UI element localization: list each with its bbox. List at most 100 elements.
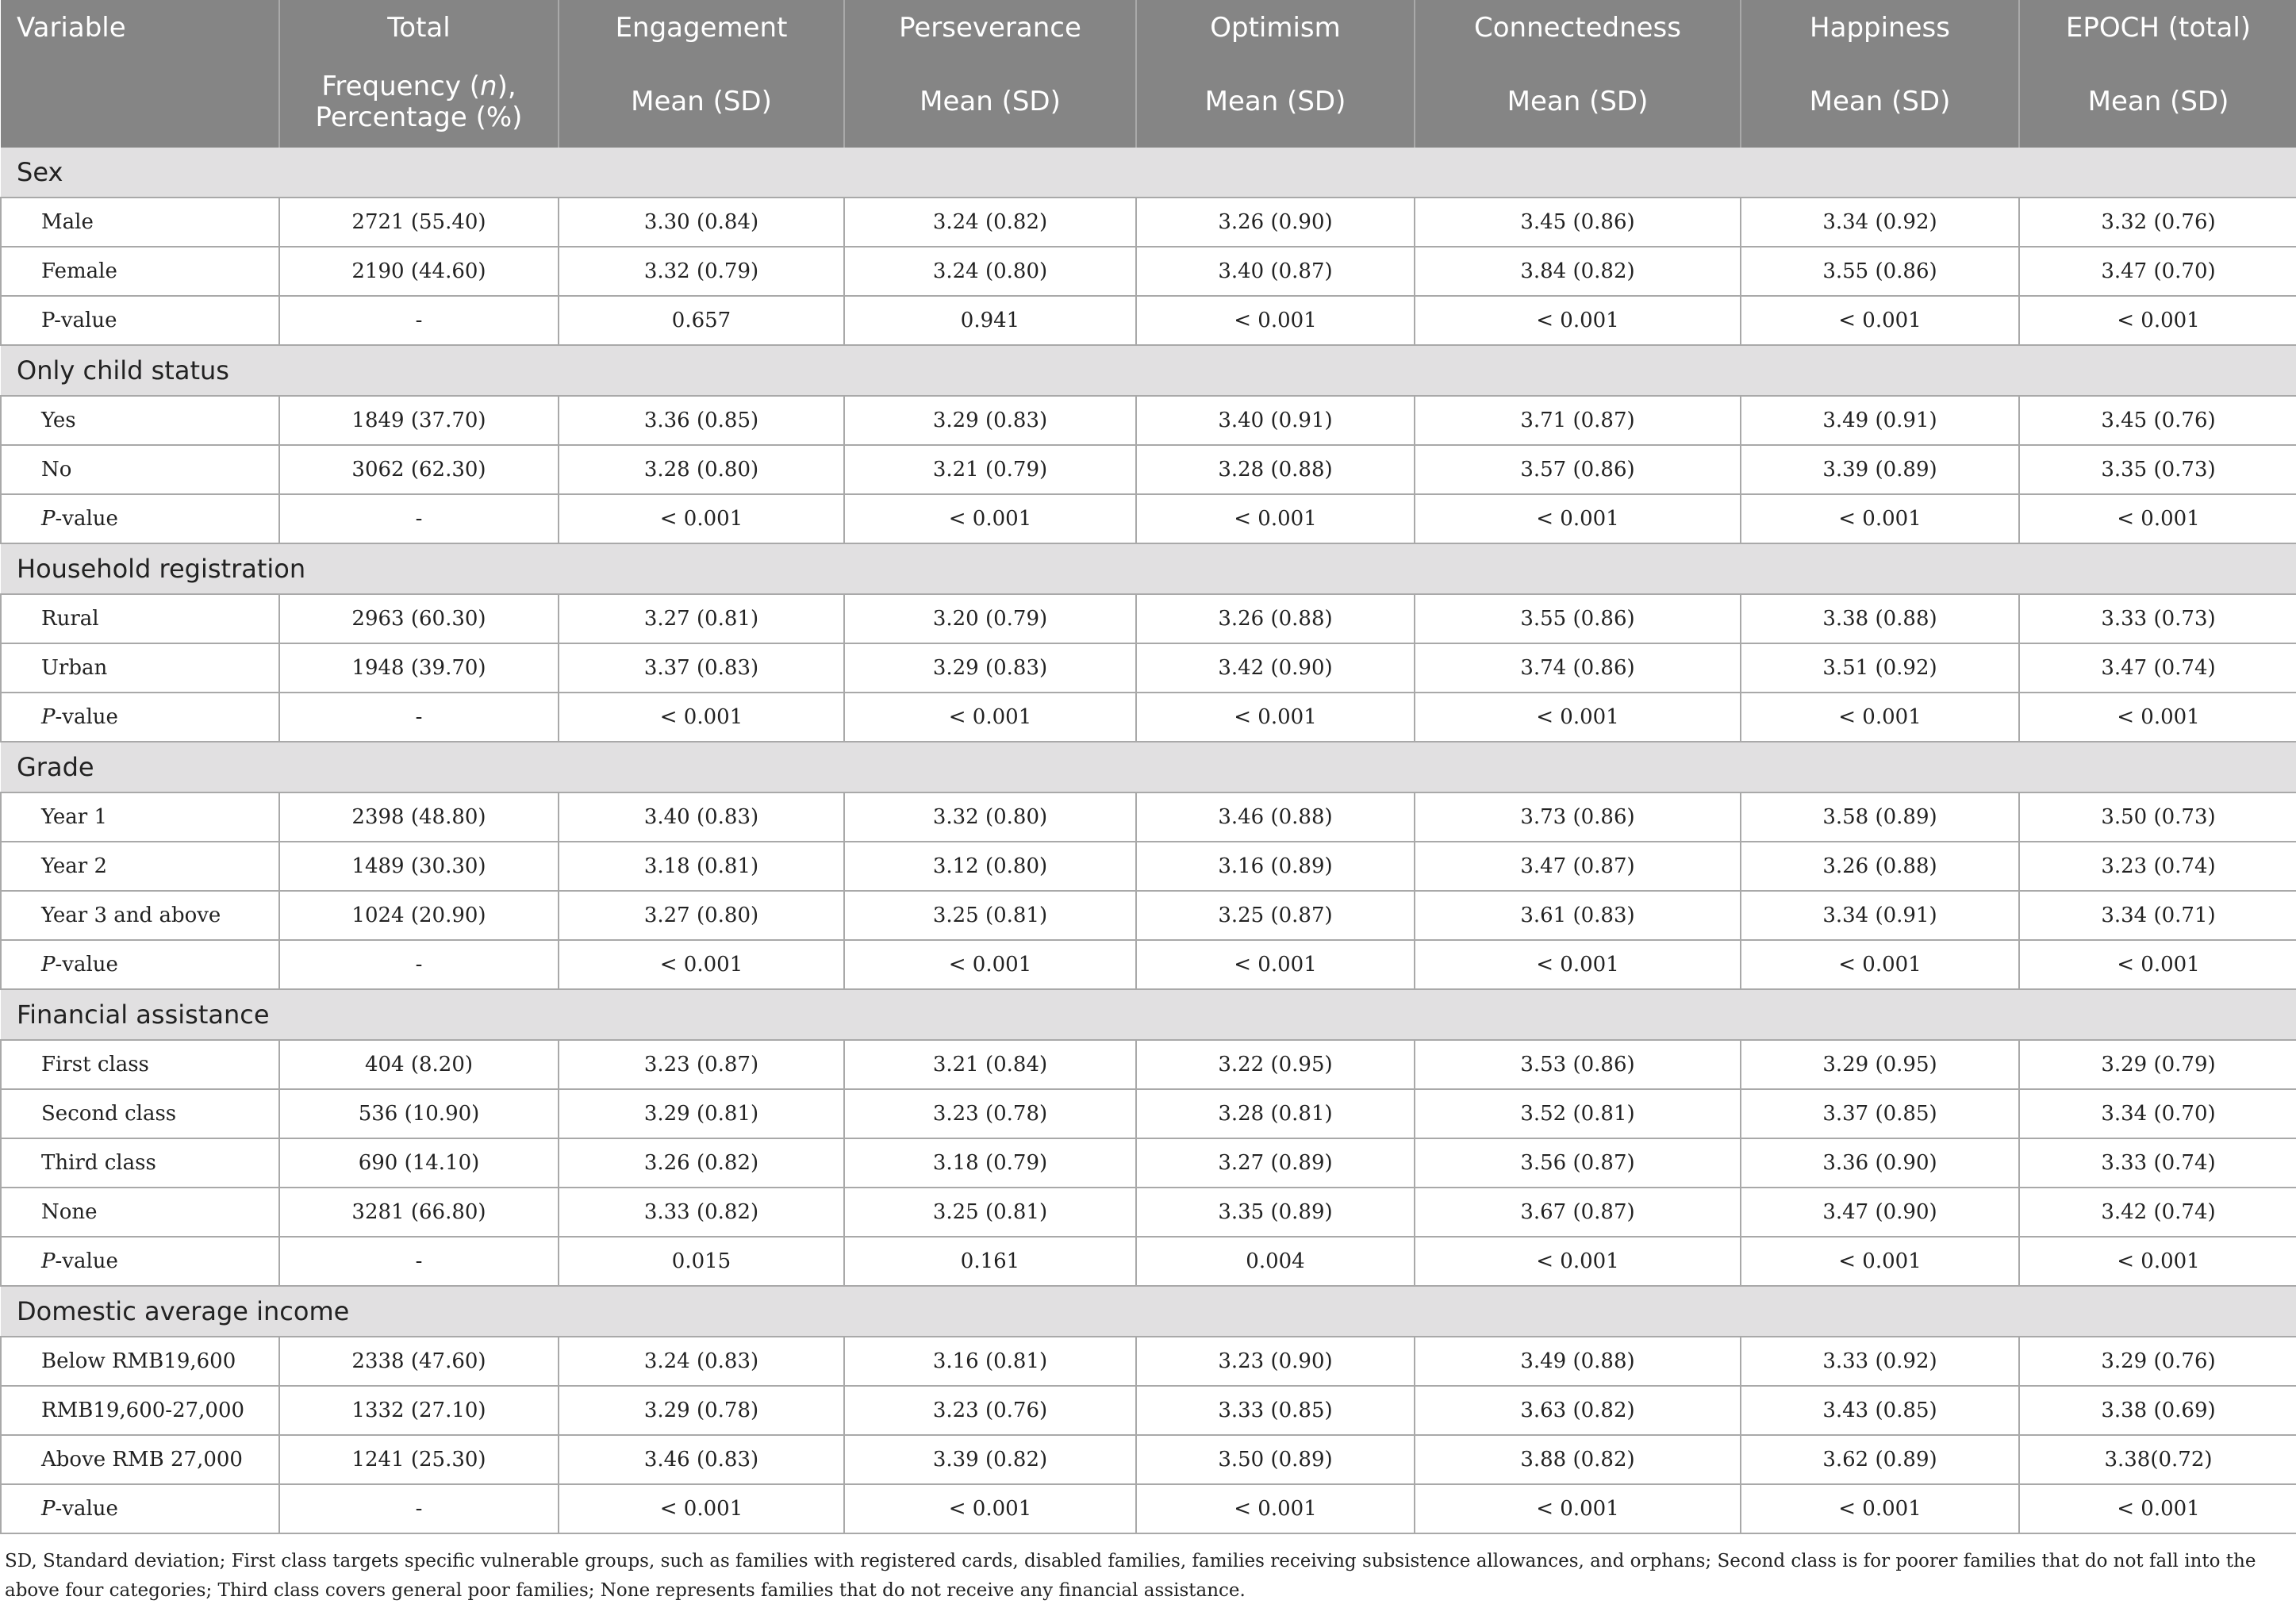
- table-cell: 3.28 (0.88): [1136, 445, 1415, 495]
- table-cell: < 0.001: [1741, 693, 2020, 743]
- table-cell: 3281 (66.80): [279, 1188, 559, 1238]
- table-cell: 3.18 (0.79): [844, 1138, 1137, 1188]
- table-cell: < 0.001: [2019, 693, 2296, 743]
- section-title: Only child status: [1, 345, 2296, 397]
- table-row: Male 2721 (55.40) 3.30 (0.84) 3.24 (0.82) 3.…: [0, 198, 2296, 248]
- table-cell: < 0.001: [2019, 296, 2296, 346]
- p-label-rest: -value: [55, 705, 118, 729]
- table-cell: < 0.001: [844, 1484, 1137, 1534]
- table-cell: 3.34 (0.70): [2019, 1089, 2296, 1139]
- header-mean-sd: Mean (SD): [844, 57, 1137, 148]
- table-cell: < 0.001: [1741, 296, 2020, 346]
- table-cell: < 0.001: [1741, 1237, 2020, 1287]
- table-cell: 3.50 (0.73): [2019, 792, 2296, 842]
- table-cell: < 0.001: [1415, 1484, 1741, 1534]
- header-total-sub: Frequency (n), Percentage (%): [279, 57, 559, 148]
- table-cell: 3.29 (0.78): [559, 1386, 845, 1436]
- table-row: P-value - < 0.001 < 0.001 < 0.001 < 0.001 < 0.…: [0, 1484, 2296, 1534]
- table-cell: 3.33 (0.82): [559, 1188, 845, 1238]
- row-label: No: [0, 445, 280, 495]
- table-cell: -: [279, 296, 559, 346]
- p-label-rest: -value: [55, 1497, 118, 1521]
- table-row: Rural 2963 (60.30) 3.27 (0.81) 3.20 (0.79) 3…: [0, 594, 2296, 644]
- table-cell: < 0.001: [1741, 494, 2020, 544]
- section-header-row: Household registration: [1, 543, 2296, 595]
- row-label: Above RMB 27,000: [0, 1435, 280, 1485]
- table-cell: 3.74 (0.86): [1415, 643, 1741, 693]
- table-cell: 3.24 (0.82): [844, 198, 1137, 248]
- table-cell: 2398 (48.80): [279, 792, 559, 842]
- table-row: Yes 1849 (37.70) 3.36 (0.85) 3.29 (0.83) 3.4…: [0, 396, 2296, 446]
- table-cell: < 0.001: [1415, 940, 1741, 990]
- table-cell: 3.26 (0.88): [1741, 842, 2020, 892]
- table-cell: 0.941: [844, 296, 1137, 346]
- section-title: Household registration: [1, 543, 2296, 595]
- table-cell: 3.56 (0.87): [1415, 1138, 1741, 1188]
- table-row: First class 404 (8.20) 3.23 (0.87) 3.21 (0.…: [0, 1040, 2296, 1090]
- table-cell: 3.36 (0.85): [559, 396, 845, 446]
- row-label: P-value: [0, 494, 280, 544]
- table-cell: 3.49 (0.91): [1741, 396, 2020, 446]
- table-cell: 3.39 (0.89): [1741, 445, 2020, 495]
- section-header-row: Domestic average income: [1, 1286, 2296, 1337]
- row-label: Below RMB19,600: [0, 1337, 280, 1387]
- table-row: No 3062 (62.30) 3.28 (0.80) 3.21 (0.79) 3.28…: [0, 445, 2296, 495]
- table-row: RMB19,600-27,000 1332 (27.10) 3.29 (0.78) 3…: [0, 1386, 2296, 1436]
- p-letter: P: [41, 507, 56, 531]
- table-cell: < 0.001: [559, 940, 845, 990]
- p-letter: P: [41, 1497, 56, 1521]
- table-cell: < 0.001: [1415, 296, 1741, 346]
- table-cell: 3.32 (0.80): [844, 792, 1137, 842]
- section-header-row: Sex: [1, 148, 2296, 198]
- table-cell: 3.55 (0.86): [1415, 594, 1741, 644]
- table-cell: 3.29 (0.95): [1741, 1040, 2020, 1090]
- table-cell: 3.38 (0.69): [2019, 1386, 2296, 1436]
- table-cell: 3.26 (0.82): [559, 1138, 845, 1188]
- table-cell: 3.35 (0.89): [1136, 1188, 1415, 1238]
- table-cell: 3.23 (0.78): [844, 1089, 1137, 1139]
- table-cell: 3.23 (0.74): [2019, 842, 2296, 892]
- table-cell: -: [279, 1237, 559, 1287]
- section-title: Financial assistance: [1, 989, 2296, 1041]
- row-label: P-value: [0, 1484, 280, 1534]
- header-mean-sd: Mean (SD): [1741, 57, 2020, 148]
- table-row: Third class 690 (14.10) 3.26 (0.82) 3.18 (0…: [0, 1138, 2296, 1188]
- table-cell: 3.23 (0.76): [844, 1386, 1137, 1436]
- p-letter: P: [41, 953, 56, 977]
- row-label: RMB19,600-27,000: [0, 1386, 280, 1436]
- table-cell: 0.004: [1136, 1237, 1415, 1287]
- table-row: Year 2 1489 (30.30) 3.18 (0.81) 3.12 (0.80)…: [0, 842, 2296, 892]
- header-connectedness: Connectedness: [1415, 0, 1741, 57]
- header-mean-sd: Mean (SD): [1415, 57, 1741, 148]
- table-row: Second class 536 (10.90) 3.29 (0.81) 3.23 (…: [0, 1089, 2296, 1139]
- section-header-row: Financial assistance: [1, 989, 2296, 1041]
- table-cell: 3.40 (0.91): [1136, 396, 1415, 446]
- header-engagement: Engagement: [559, 0, 845, 57]
- header-perseverance: Perseverance: [844, 0, 1137, 57]
- table-cell: 2721 (55.40): [279, 198, 559, 248]
- section-title: Sex: [1, 148, 2296, 198]
- section-header-row: Only child status: [1, 345, 2296, 397]
- table-cell: 404 (8.20): [279, 1040, 559, 1090]
- table-cell: 3.24 (0.83): [559, 1337, 845, 1387]
- row-label: Female: [0, 247, 280, 297]
- table-cell: 3.26 (0.90): [1136, 198, 1415, 248]
- header-sub-empty: [1, 57, 280, 148]
- table-cell: 3.36 (0.90): [1741, 1138, 2020, 1188]
- p-letter: P: [41, 705, 56, 729]
- table-cell: 3.27 (0.89): [1136, 1138, 1415, 1188]
- table-row: Year 1 2398 (48.80) 3.40 (0.83) 3.32 (0.80)…: [0, 792, 2296, 842]
- table-cell: 3.71 (0.87): [1415, 396, 1741, 446]
- row-label: Year 1: [0, 792, 280, 842]
- table-cell: 3.29 (0.83): [844, 396, 1137, 446]
- table-cell: 3.37 (0.83): [559, 643, 845, 693]
- table-cell: 3.20 (0.79): [844, 594, 1137, 644]
- table-cell: 3.16 (0.81): [844, 1337, 1137, 1387]
- table-cell: 3.43 (0.85): [1741, 1386, 2020, 1436]
- table-cell: 3.40 (0.87): [1136, 247, 1415, 297]
- table-cell: 3.55 (0.86): [1741, 247, 2020, 297]
- table-cell: 3.18 (0.81): [559, 842, 845, 892]
- header-mean-sd: Mean (SD): [1136, 57, 1415, 148]
- table-cell: 0.015: [559, 1237, 845, 1287]
- table-row: Above RMB 27,000 1241 (25.30) 3.46 (0.83) 3…: [0, 1435, 2296, 1485]
